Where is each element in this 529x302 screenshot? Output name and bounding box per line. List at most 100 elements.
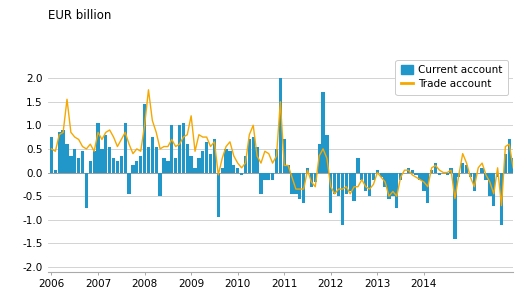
Bar xyxy=(85,172,88,208)
Bar xyxy=(178,125,181,172)
Bar xyxy=(418,172,422,180)
Bar xyxy=(314,172,317,182)
Bar xyxy=(461,163,464,172)
Bar xyxy=(352,172,355,201)
Bar xyxy=(341,172,344,224)
Bar xyxy=(101,149,104,172)
Bar xyxy=(229,151,232,172)
Bar xyxy=(310,172,313,187)
Bar xyxy=(89,161,92,172)
Bar xyxy=(317,144,321,172)
Bar xyxy=(368,172,371,196)
Bar xyxy=(124,123,127,172)
Bar xyxy=(162,158,166,172)
Bar xyxy=(287,165,290,172)
Bar xyxy=(504,154,507,172)
Bar xyxy=(213,140,216,172)
Bar xyxy=(135,161,139,172)
Bar xyxy=(170,125,174,172)
Bar xyxy=(395,172,398,208)
Bar xyxy=(256,146,259,172)
Bar xyxy=(422,172,425,191)
Bar xyxy=(275,149,278,172)
Bar xyxy=(349,172,352,191)
Bar xyxy=(112,158,115,172)
Bar xyxy=(166,161,169,172)
Bar xyxy=(453,172,457,239)
Bar xyxy=(465,165,468,172)
Bar xyxy=(224,149,227,172)
Bar xyxy=(81,151,84,172)
Bar xyxy=(384,172,387,187)
Bar xyxy=(357,158,360,172)
Bar xyxy=(457,172,460,177)
Bar xyxy=(66,144,69,172)
Bar xyxy=(96,123,99,172)
Bar xyxy=(244,156,247,172)
Bar xyxy=(360,172,363,180)
Bar xyxy=(512,158,515,172)
Bar xyxy=(189,156,193,172)
Bar xyxy=(267,172,270,180)
Text: EUR billion: EUR billion xyxy=(48,9,111,22)
Bar xyxy=(430,170,433,172)
Bar xyxy=(271,172,274,180)
Bar xyxy=(485,172,488,180)
Bar xyxy=(252,137,255,172)
Bar xyxy=(488,172,491,196)
Bar xyxy=(496,172,499,177)
Bar xyxy=(194,168,197,172)
Bar xyxy=(445,172,449,175)
Bar xyxy=(306,168,309,172)
Bar xyxy=(120,156,123,172)
Bar xyxy=(186,144,189,172)
Bar xyxy=(61,130,65,172)
Bar xyxy=(469,172,472,177)
Bar xyxy=(290,172,294,194)
Bar xyxy=(201,151,204,172)
Bar xyxy=(298,172,302,198)
Bar xyxy=(236,168,239,172)
Bar xyxy=(376,170,379,172)
Bar xyxy=(333,172,336,194)
Bar xyxy=(154,146,158,172)
Bar xyxy=(205,142,208,172)
Bar xyxy=(480,168,484,172)
Bar xyxy=(151,137,154,172)
Bar xyxy=(50,137,53,172)
Bar xyxy=(387,172,390,198)
Bar xyxy=(143,104,146,172)
Bar xyxy=(407,168,410,172)
Bar xyxy=(116,161,119,172)
Bar xyxy=(147,146,150,172)
Bar xyxy=(69,156,72,172)
Bar xyxy=(337,172,340,196)
Bar xyxy=(294,172,297,194)
Bar xyxy=(139,156,142,172)
Bar xyxy=(197,158,200,172)
Bar xyxy=(73,149,76,172)
Bar xyxy=(58,132,61,172)
Bar xyxy=(217,172,220,217)
Bar xyxy=(329,172,332,213)
Bar xyxy=(399,172,402,180)
Bar xyxy=(108,146,111,172)
Bar xyxy=(364,172,367,191)
Bar xyxy=(182,123,185,172)
Bar xyxy=(248,140,251,172)
Bar xyxy=(127,172,131,194)
Legend: Current account, Trade account: Current account, Trade account xyxy=(395,59,508,95)
Bar xyxy=(372,172,375,180)
Bar xyxy=(325,135,329,172)
Bar xyxy=(415,172,418,175)
Bar xyxy=(302,172,305,203)
Bar xyxy=(131,165,134,172)
Bar xyxy=(508,140,511,172)
Bar xyxy=(240,172,243,175)
Bar xyxy=(492,172,495,206)
Bar xyxy=(411,170,414,172)
Bar xyxy=(282,140,286,172)
Bar xyxy=(263,172,267,180)
Bar xyxy=(380,172,383,177)
Bar xyxy=(54,170,57,172)
